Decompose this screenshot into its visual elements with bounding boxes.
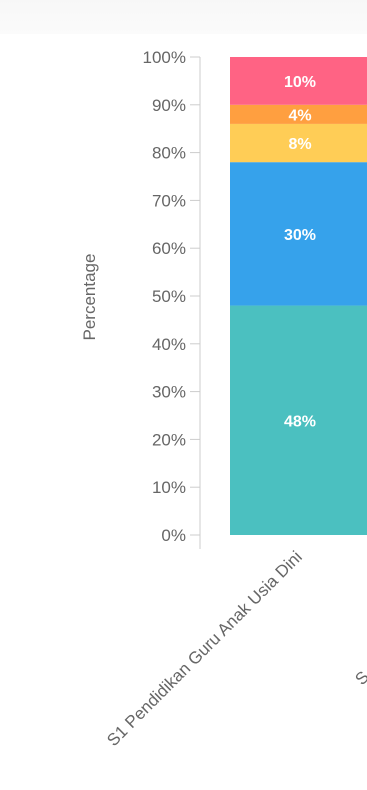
segment-labels: 48% 30% 8% 4% 10% <box>284 74 316 430</box>
y-tick-label: 100% <box>143 48 186 67</box>
data-label: 8% <box>288 136 311 153</box>
bar-segment <box>230 162 367 306</box>
y-tick-label: 20% <box>152 430 186 449</box>
y-tick-label: 80% <box>152 144 186 163</box>
y-tick-label: 50% <box>152 287 186 306</box>
bar-segment <box>230 104 367 124</box>
data-label: 30% <box>284 227 316 244</box>
axes: 0% 10% 20% 30% 40% 50% 60% 70% 80% 90% 100% <box>143 48 201 549</box>
top-strip <box>0 0 367 34</box>
y-axis-title: Percentage <box>80 254 99 341</box>
y-tick-label: 0% <box>161 526 186 545</box>
y-tick-label: 90% <box>152 96 186 115</box>
category-label: S1 Pendidikan Guru Anak Usia Dini <box>103 547 306 750</box>
bars <box>230 57 367 535</box>
data-label: 10% <box>284 74 316 91</box>
bar-segment <box>230 57 367 105</box>
y-tick-label: 30% <box>152 383 186 402</box>
data-label: 48% <box>284 413 316 430</box>
y-tick-label: 70% <box>152 191 186 210</box>
y-tick-label: 10% <box>152 478 186 497</box>
bar-segment <box>230 123 367 163</box>
data-label: 4% <box>288 107 311 124</box>
category-labels: S1 Pendidikan Guru Anak Usia Dini S <box>103 547 367 750</box>
y-tick-label: 60% <box>152 239 186 258</box>
category-label: S <box>351 667 367 688</box>
bar-segment <box>230 305 367 535</box>
y-tick-label: 40% <box>152 335 186 354</box>
